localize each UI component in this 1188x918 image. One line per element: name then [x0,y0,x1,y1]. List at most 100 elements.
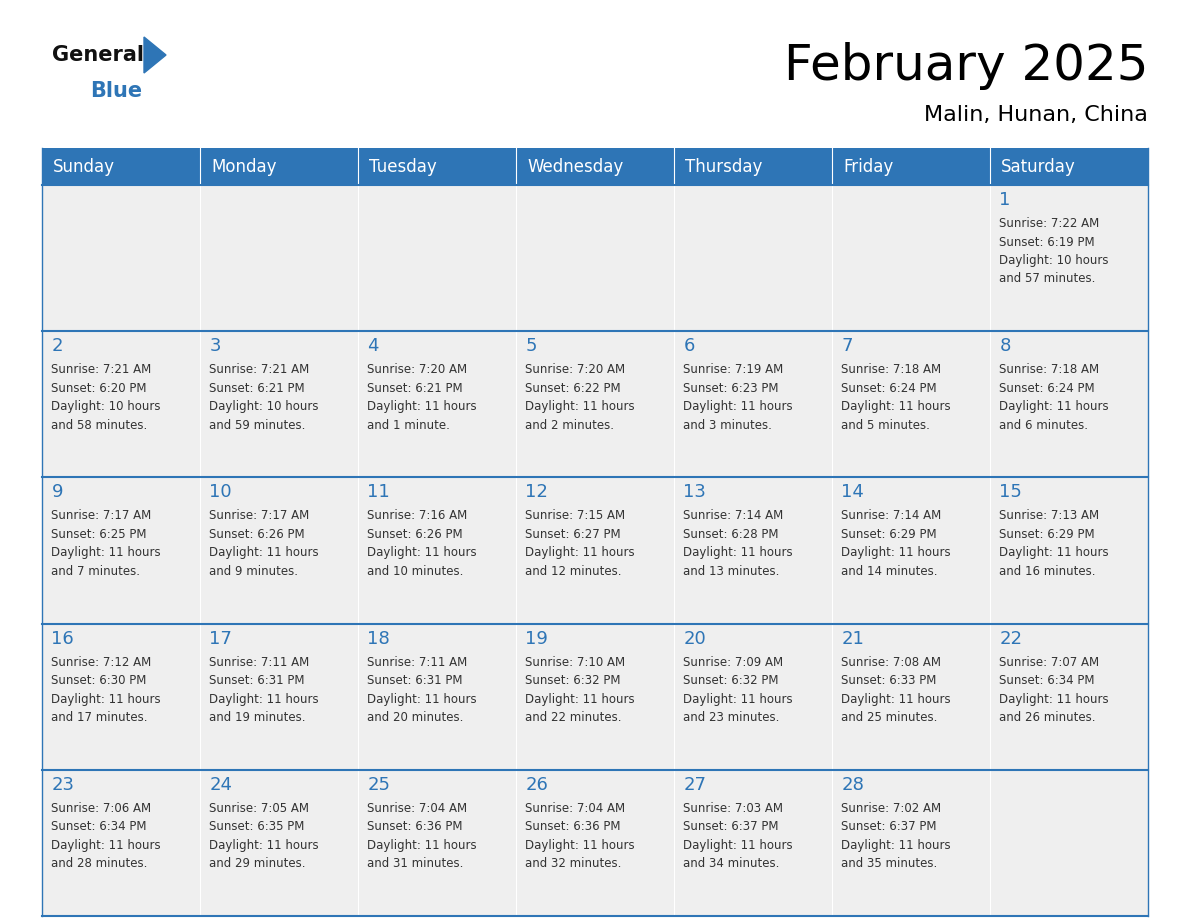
Text: Sunrise: 7:08 AM
Sunset: 6:33 PM
Daylight: 11 hours
and 25 minutes.: Sunrise: 7:08 AM Sunset: 6:33 PM Dayligh… [841,655,952,724]
Text: February 2025: February 2025 [784,42,1148,90]
Bar [674,623,832,770]
Text: 12: 12 [525,484,549,501]
Bar [832,331,990,477]
Text: Sunrise: 7:04 AM
Sunset: 6:36 PM
Daylight: 11 hours
and 32 minutes.: Sunrise: 7:04 AM Sunset: 6:36 PM Dayligh… [525,801,636,870]
Bar [674,331,832,477]
Text: Sunrise: 7:15 AM
Sunset: 6:27 PM
Daylight: 11 hours
and 12 minutes.: Sunrise: 7:15 AM Sunset: 6:27 PM Dayligh… [525,509,636,578]
Text: Sunrise: 7:03 AM
Sunset: 6:37 PM
Daylight: 11 hours
and 34 minutes.: Sunrise: 7:03 AM Sunset: 6:37 PM Dayligh… [683,801,794,870]
Text: Blue: Blue [90,81,143,101]
Text: 19: 19 [525,630,549,647]
Bar [42,477,200,623]
Text: Sunrise: 7:07 AM
Sunset: 6:34 PM
Daylight: 11 hours
and 26 minutes.: Sunrise: 7:07 AM Sunset: 6:34 PM Dayligh… [999,655,1110,724]
Bar [42,185,200,331]
Bar [832,623,990,770]
Text: 25: 25 [367,776,391,794]
Bar [200,477,358,623]
Text: Sunrise: 7:20 AM
Sunset: 6:21 PM
Daylight: 11 hours
and 1 minute.: Sunrise: 7:20 AM Sunset: 6:21 PM Dayligh… [367,364,478,431]
Bar [674,477,832,623]
Text: General: General [52,45,144,65]
Bar [674,185,832,331]
Text: Thursday: Thursday [685,158,763,175]
Bar [358,477,516,623]
Text: 2: 2 [51,337,63,355]
Text: Sunrise: 7:17 AM
Sunset: 6:25 PM
Daylight: 11 hours
and 7 minutes.: Sunrise: 7:17 AM Sunset: 6:25 PM Dayligh… [51,509,162,578]
Text: 28: 28 [841,776,865,794]
Text: 13: 13 [683,484,707,501]
Text: Sunrise: 7:18 AM
Sunset: 6:24 PM
Daylight: 11 hours
and 5 minutes.: Sunrise: 7:18 AM Sunset: 6:24 PM Dayligh… [841,364,952,431]
Bar [200,331,358,477]
Bar [990,770,1148,916]
Text: 16: 16 [51,630,74,647]
Text: Sunrise: 7:21 AM
Sunset: 6:21 PM
Daylight: 10 hours
and 59 minutes.: Sunrise: 7:21 AM Sunset: 6:21 PM Dayligh… [209,364,320,431]
Bar [516,623,674,770]
Text: Saturday: Saturday [1001,158,1076,175]
Text: Sunrise: 7:22 AM
Sunset: 6:19 PM
Daylight: 10 hours
and 57 minutes.: Sunrise: 7:22 AM Sunset: 6:19 PM Dayligh… [999,217,1108,285]
Text: Sunrise: 7:05 AM
Sunset: 6:35 PM
Daylight: 11 hours
and 29 minutes.: Sunrise: 7:05 AM Sunset: 6:35 PM Dayligh… [209,801,320,870]
Text: 27: 27 [683,776,707,794]
Text: Sunrise: 7:14 AM
Sunset: 6:28 PM
Daylight: 11 hours
and 13 minutes.: Sunrise: 7:14 AM Sunset: 6:28 PM Dayligh… [683,509,794,578]
Text: 3: 3 [209,337,221,355]
Polygon shape [144,37,166,73]
Text: Wednesday: Wednesday [527,158,624,175]
Text: Sunrise: 7:17 AM
Sunset: 6:26 PM
Daylight: 11 hours
and 9 minutes.: Sunrise: 7:17 AM Sunset: 6:26 PM Dayligh… [209,509,320,578]
Text: 5: 5 [525,337,537,355]
Text: Sunrise: 7:02 AM
Sunset: 6:37 PM
Daylight: 11 hours
and 35 minutes.: Sunrise: 7:02 AM Sunset: 6:37 PM Dayligh… [841,801,952,870]
Text: Sunrise: 7:19 AM
Sunset: 6:23 PM
Daylight: 11 hours
and 3 minutes.: Sunrise: 7:19 AM Sunset: 6:23 PM Dayligh… [683,364,794,431]
Bar [832,185,990,331]
Text: Sunrise: 7:14 AM
Sunset: 6:29 PM
Daylight: 11 hours
and 14 minutes.: Sunrise: 7:14 AM Sunset: 6:29 PM Dayligh… [841,509,952,578]
Text: 21: 21 [841,630,865,647]
Text: Sunrise: 7:10 AM
Sunset: 6:32 PM
Daylight: 11 hours
and 22 minutes.: Sunrise: 7:10 AM Sunset: 6:32 PM Dayligh… [525,655,636,724]
Text: Sunrise: 7:09 AM
Sunset: 6:32 PM
Daylight: 11 hours
and 23 minutes.: Sunrise: 7:09 AM Sunset: 6:32 PM Dayligh… [683,655,794,724]
Text: Malin, Hunan, China: Malin, Hunan, China [924,105,1148,125]
Text: 1: 1 [999,191,1011,209]
Bar [200,770,358,916]
Text: Sunrise: 7:16 AM
Sunset: 6:26 PM
Daylight: 11 hours
and 10 minutes.: Sunrise: 7:16 AM Sunset: 6:26 PM Dayligh… [367,509,478,578]
Text: 11: 11 [367,484,390,501]
Text: 20: 20 [683,630,706,647]
Text: 15: 15 [999,484,1023,501]
Text: 9: 9 [51,484,63,501]
Text: Sunrise: 7:12 AM
Sunset: 6:30 PM
Daylight: 11 hours
and 17 minutes.: Sunrise: 7:12 AM Sunset: 6:30 PM Dayligh… [51,655,162,724]
Text: 23: 23 [51,776,75,794]
Text: 17: 17 [209,630,233,647]
Bar [358,185,516,331]
Text: 24: 24 [209,776,233,794]
Bar [990,331,1148,477]
Bar [42,770,200,916]
Text: Sunrise: 7:20 AM
Sunset: 6:22 PM
Daylight: 11 hours
and 2 minutes.: Sunrise: 7:20 AM Sunset: 6:22 PM Dayligh… [525,364,636,431]
Bar [200,185,358,331]
Bar [990,623,1148,770]
Text: 8: 8 [999,337,1011,355]
Bar [832,770,990,916]
Bar [358,770,516,916]
Bar [200,623,358,770]
Text: Sunrise: 7:13 AM
Sunset: 6:29 PM
Daylight: 11 hours
and 16 minutes.: Sunrise: 7:13 AM Sunset: 6:29 PM Dayligh… [999,509,1110,578]
Text: Sunrise: 7:18 AM
Sunset: 6:24 PM
Daylight: 11 hours
and 6 minutes.: Sunrise: 7:18 AM Sunset: 6:24 PM Dayligh… [999,364,1110,431]
Bar [516,770,674,916]
Text: Friday: Friday [843,158,893,175]
Text: Sunrise: 7:21 AM
Sunset: 6:20 PM
Daylight: 10 hours
and 58 minutes.: Sunrise: 7:21 AM Sunset: 6:20 PM Dayligh… [51,364,162,431]
Text: Sunrise: 7:11 AM
Sunset: 6:31 PM
Daylight: 11 hours
and 20 minutes.: Sunrise: 7:11 AM Sunset: 6:31 PM Dayligh… [367,655,478,724]
Text: Monday: Monday [211,158,277,175]
Text: Sunrise: 7:04 AM
Sunset: 6:36 PM
Daylight: 11 hours
and 31 minutes.: Sunrise: 7:04 AM Sunset: 6:36 PM Dayligh… [367,801,478,870]
Text: 6: 6 [683,337,695,355]
Text: Sunrise: 7:06 AM
Sunset: 6:34 PM
Daylight: 11 hours
and 28 minutes.: Sunrise: 7:06 AM Sunset: 6:34 PM Dayligh… [51,801,162,870]
Text: Sunrise: 7:11 AM
Sunset: 6:31 PM
Daylight: 11 hours
and 19 minutes.: Sunrise: 7:11 AM Sunset: 6:31 PM Dayligh… [209,655,320,724]
Bar [358,331,516,477]
Bar [516,185,674,331]
Text: Sunday: Sunday [53,158,115,175]
Text: 22: 22 [999,630,1023,647]
Bar [990,477,1148,623]
Text: 26: 26 [525,776,549,794]
Bar [42,331,200,477]
Text: 7: 7 [841,337,853,355]
Bar [358,623,516,770]
Text: 18: 18 [367,630,390,647]
Text: 4: 4 [367,337,379,355]
Text: Tuesday: Tuesday [369,158,437,175]
Bar [516,331,674,477]
Bar [516,477,674,623]
Bar [832,477,990,623]
Text: 10: 10 [209,484,232,501]
Text: 14: 14 [841,484,865,501]
